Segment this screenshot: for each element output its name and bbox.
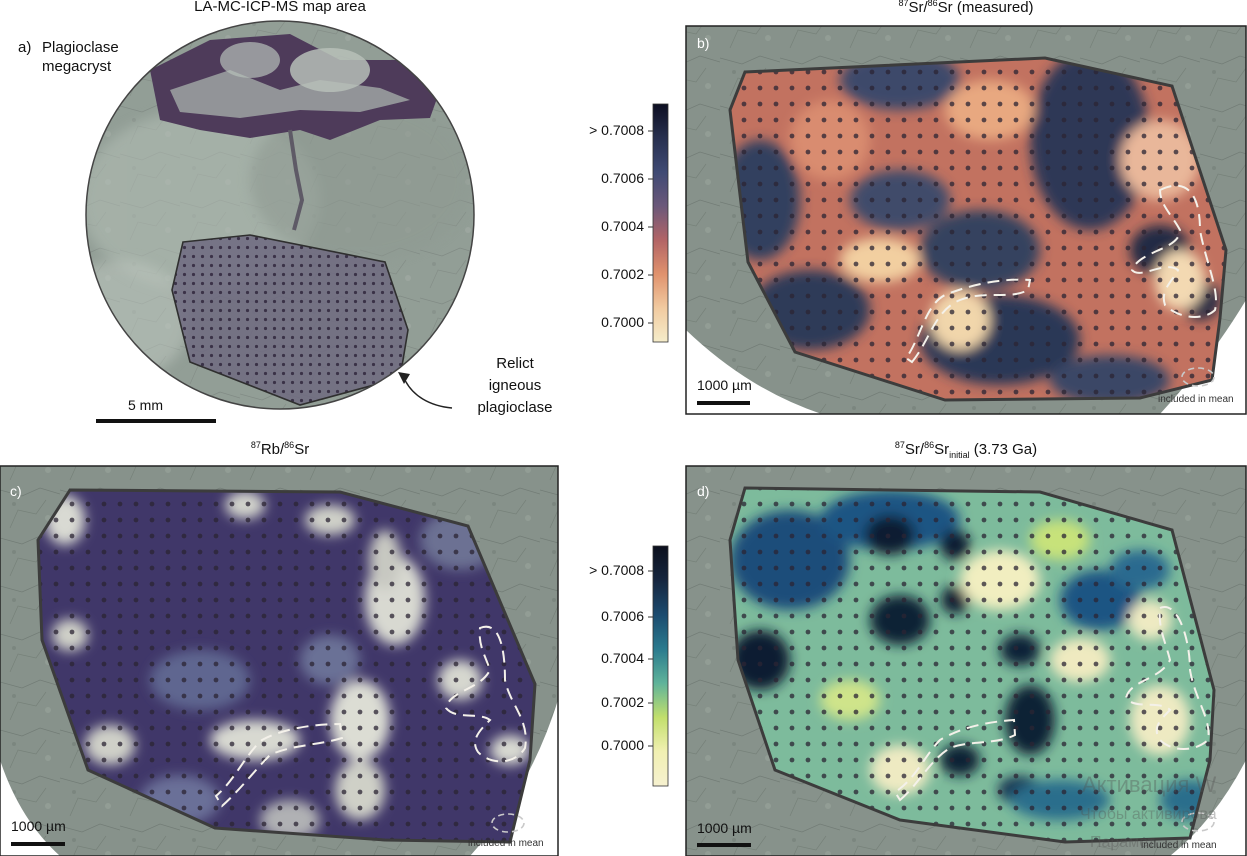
panel-b-title-el-b: Sr (measured)	[937, 0, 1034, 16]
panel-b-legend-label: included in mean	[1158, 394, 1234, 405]
panel-d-frame	[685, 465, 1247, 856]
panel-c-legend-label: included in mean	[468, 838, 544, 849]
panel-a-annot-line2: igneous	[488, 377, 542, 394]
panel-d-title-sub: initial	[949, 450, 970, 460]
panel-b-title-el-a: Sr/	[908, 0, 928, 16]
panel-d-title-el-a: Sr/	[904, 441, 925, 458]
colorbar-top	[652, 103, 669, 343]
panel-a-annot-line3: plagioclase	[477, 399, 553, 416]
panel-c-title-el-a: Rb/	[260, 441, 285, 458]
panel-a-image	[85, 20, 475, 410]
panel-a-title: LA-MC-ICP-MS map area	[194, 0, 366, 15]
colorbar-top-tick-4: 0.7000	[601, 314, 644, 330]
panel-d-image	[686, 466, 1246, 856]
panel-b-title-iso-a: 87	[898, 0, 909, 8]
colorbar-top-ticks	[648, 130, 653, 324]
panel-b-label: b)	[697, 35, 710, 51]
colorbar-bottom-tick-2: 0.7004	[601, 650, 644, 666]
panel-b-frame	[685, 25, 1247, 415]
panel-b-title-iso-b: 86	[927, 0, 938, 8]
colorbar-bottom	[652, 545, 669, 787]
panel-d-legend-label: included in mean	[1141, 840, 1217, 851]
panel-d-title: 87Sr/86Srinitial (3.73 Ga)	[816, 440, 1116, 460]
panel-b-scale-label: 1000 µm	[697, 377, 752, 393]
colorbar-bottom-tick-4: 0.7000	[601, 737, 644, 753]
panel-a-arrow	[403, 377, 453, 409]
panel-c-title: 87Rb/86Sr	[190, 440, 370, 458]
colorbar-top-tick-3: 0.7002	[601, 266, 644, 282]
panel-c-title-iso-b: 86	[284, 440, 295, 450]
panel-c-frame	[0, 465, 559, 856]
colorbar-bottom-tick-1: 0.7006	[601, 608, 644, 624]
panel-a-scale-label: 5 mm	[128, 397, 163, 413]
panel-a-arrow-head	[398, 372, 410, 384]
colorbar-top-tick-0: > 0.7008	[589, 122, 644, 138]
panel-a-annot-line1: Relict	[496, 355, 534, 372]
panel-d-title-iso-b: 86	[924, 440, 935, 450]
colorbar-bottom-tick-0: > 0.7008	[589, 562, 644, 578]
colorbar-top-tick-2: 0.7004	[601, 218, 644, 234]
panel-a-name-line1: Plagioclase	[42, 39, 119, 56]
panel-c-label: c)	[10, 483, 22, 499]
panel-b-image	[686, 26, 1246, 414]
watermark-line2: Чтобы активирова	[1080, 806, 1217, 823]
colorbar-top-tick-1: 0.7006	[601, 170, 644, 186]
watermark-line3: Парамет	[1090, 834, 1155, 851]
watermark-line1: Активация W	[1082, 772, 1217, 797]
colorbar-bottom-tick-3: 0.7002	[601, 694, 644, 710]
panel-d-label: d)	[697, 483, 710, 499]
panel-b-title: 87Sr/86Sr (measured)	[826, 0, 1106, 16]
panel-c-title-iso-a: 87	[250, 440, 261, 450]
panel-c-title-el-b: Sr	[294, 441, 310, 458]
panel-a-label: a)	[18, 39, 32, 56]
colorbar-bottom-ticks	[648, 570, 653, 747]
panel-d-title-tail: (3.73 Ga)	[969, 441, 1038, 458]
panel-a-name-line2: megacryst	[42, 58, 112, 75]
panel-d-title-iso-a: 87	[894, 440, 905, 450]
panel-d-title-el-b: Sr	[934, 441, 950, 458]
panel-d-scale-label: 1000 µm	[697, 820, 752, 836]
panel-c-image	[0, 466, 558, 856]
panel-c-scale-label: 1000 µm	[11, 818, 66, 834]
